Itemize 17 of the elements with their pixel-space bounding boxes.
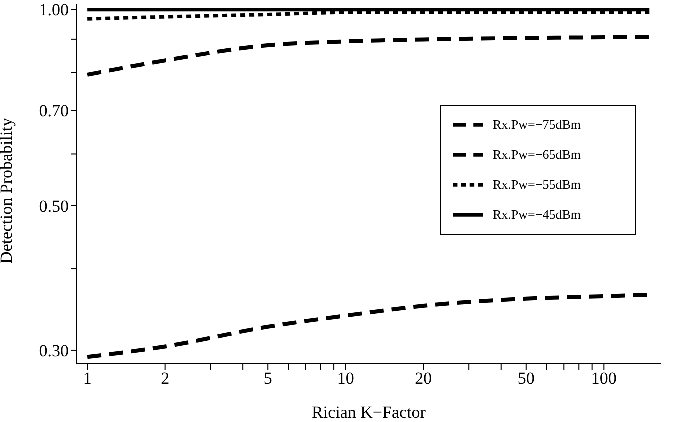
legend-label: Rx.Pw=−65dBm <box>493 146 581 162</box>
y-tick-label: 0.70 <box>39 102 69 121</box>
x-tick-label: 1 <box>83 369 92 388</box>
y-tick-label: 0.50 <box>39 196 69 216</box>
x-axis-title: Rician K−Factor <box>312 403 426 422</box>
x-tick-label: 50 <box>518 369 535 388</box>
y-tick-label: 0.30 <box>39 342 69 361</box>
x-tick-label: 5 <box>264 369 272 388</box>
legend-label: Rx.Pw=−55dBm <box>493 176 581 192</box>
x-tick-label: 100 <box>591 369 617 388</box>
x-tick-label: 10 <box>337 369 354 388</box>
y-tick-label: 1.00 <box>39 0 69 20</box>
legend-label: Rx.Pw=−45dBm <box>493 206 581 222</box>
x-tick-label: 20 <box>415 369 432 388</box>
x-tick-label: 2 <box>161 369 170 388</box>
legend-label: Rx.Pw=−75dBm <box>493 116 581 132</box>
y-axis-title: Detection Probability <box>0 118 16 264</box>
